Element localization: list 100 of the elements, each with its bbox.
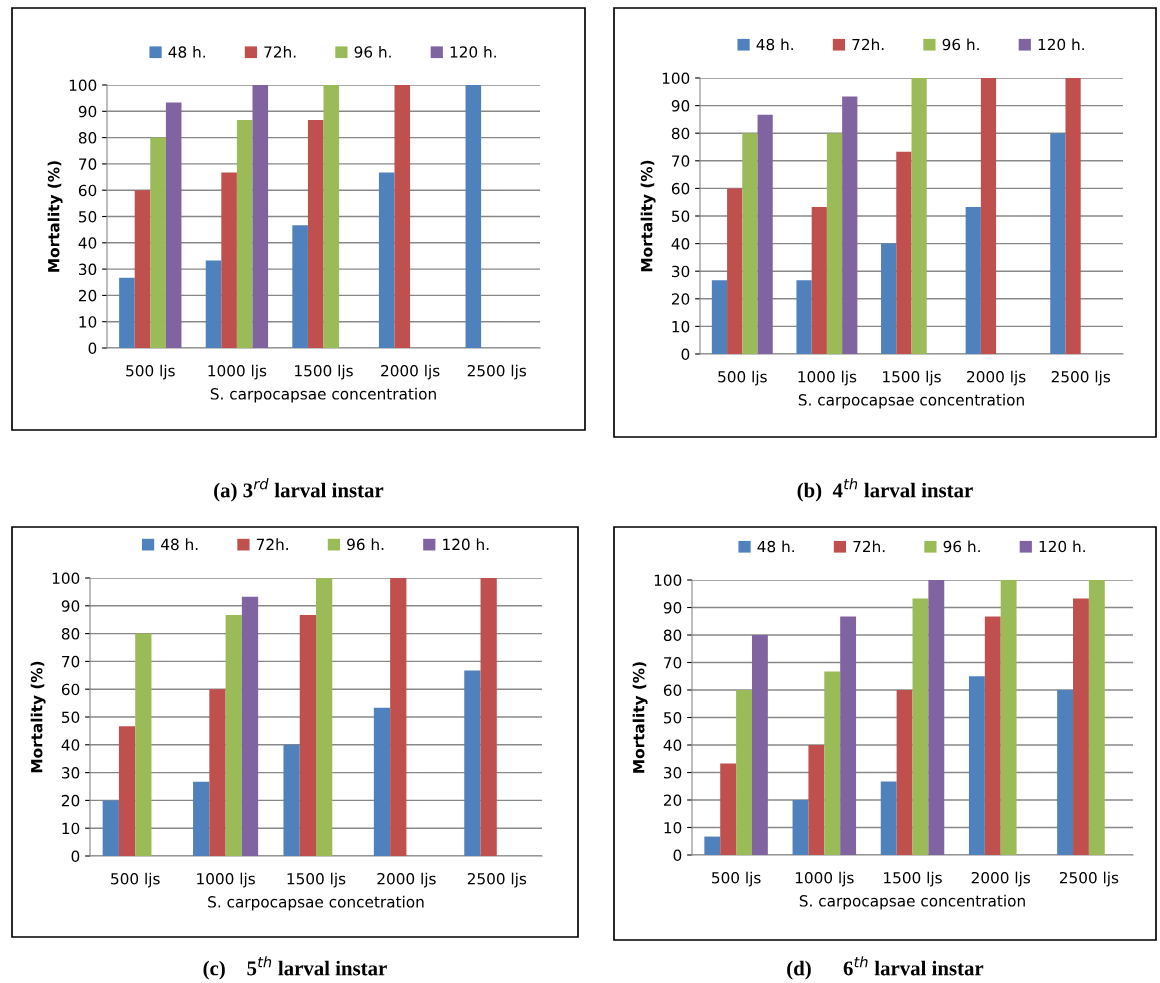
x-tick-label: 1000 ljs: [208, 364, 267, 380]
bar: [792, 800, 809, 855]
y-tick-label: 70: [79, 158, 97, 170]
y-tick-label: 100: [662, 72, 690, 85]
y-tick-label: 50: [672, 210, 690, 223]
y-tick-label: 90: [663, 601, 682, 614]
bar: [323, 85, 340, 348]
y-axis-title: Mortality (%): [47, 161, 63, 272]
y-tick-label: 80: [78, 132, 97, 144]
bar: [727, 188, 743, 354]
bar: [394, 85, 411, 348]
legend-label: 96 h.: [942, 38, 979, 51]
legend-label: 72h.: [852, 38, 884, 51]
x-tick-label: 1000 ljs: [795, 871, 854, 887]
bar: [824, 671, 841, 855]
legend-label: 120 h.: [1039, 540, 1085, 553]
x-tick-label: 2500 ljs: [467, 872, 527, 888]
y-tick-label: 70: [672, 155, 690, 167]
y-tick-label: 80: [663, 629, 682, 642]
text: (b) 4$^{th}$ larval instar: [797, 478, 973, 502]
y-tick-label: 70: [62, 655, 80, 668]
x-tick-label: 2000 ljs: [971, 871, 1031, 887]
y-tick-label: 40: [78, 237, 97, 249]
legend-label: 72h.: [264, 45, 296, 58]
text: (a) 3$^{rd}$ larval instar: [214, 478, 384, 502]
x-axis-title: S. carpocapsae concentration: [798, 393, 1024, 409]
bar: [928, 580, 945, 855]
bar: [1050, 133, 1066, 354]
x-tick-label: 2500 ljs: [1051, 370, 1111, 386]
bar: [720, 763, 737, 855]
bar: [205, 260, 222, 348]
bar: [465, 85, 482, 348]
bar: [252, 85, 269, 348]
text: (c) 5$^{th}$ larval instar: [203, 956, 387, 980]
bar: [711, 280, 728, 354]
y-tick-label: 30: [664, 766, 682, 779]
x-tick-label: 1000 ljs: [798, 370, 857, 386]
x-axis-title: S. carpocapsae concetration: [208, 895, 424, 911]
legend-label: 96 h.: [354, 45, 391, 58]
bar: [119, 277, 135, 348]
x-tick-label: 1500 ljs: [884, 871, 942, 887]
y-tick-label: 30: [672, 265, 690, 278]
bar: [796, 280, 812, 354]
x-tick-label: 2500 ljs: [467, 364, 527, 380]
bar: [742, 133, 758, 354]
bar: [378, 172, 395, 348]
bar: [225, 614, 242, 856]
bar: [842, 96, 858, 354]
bar: [965, 206, 981, 354]
y-tick-label: 10: [672, 320, 690, 333]
bar: [840, 616, 857, 855]
y-tick-label: 80: [61, 628, 80, 640]
legend-label: 48 h.: [757, 540, 794, 553]
y-tick-label: 30: [79, 263, 97, 276]
bar: [881, 243, 897, 354]
x-tick-label: 500 ljs: [111, 872, 160, 888]
y-tick-label: 50: [62, 711, 80, 724]
bar: [980, 78, 997, 354]
y-tick-label: 40: [61, 739, 80, 751]
bar: [811, 206, 827, 354]
bar: [241, 596, 259, 856]
y-tick-label: 60: [671, 182, 690, 195]
y-tick-label: 10: [664, 821, 682, 834]
bar: [880, 781, 897, 855]
y-tick-label: 50: [664, 711, 682, 724]
bar: [118, 726, 136, 856]
bar: [292, 225, 308, 348]
bar: [896, 151, 912, 354]
y-tick-label: 10: [79, 316, 97, 328]
bar: [135, 633, 152, 856]
bar: [808, 745, 825, 855]
bar: [1065, 78, 1081, 354]
y-tick-label: 60: [78, 184, 97, 197]
x-tick-label: 1000 ljs: [197, 872, 255, 888]
bar: [221, 172, 237, 348]
x-axis-title: S. carpocapsae concentration: [799, 894, 1025, 910]
x-tick-label: 2000 ljs: [967, 370, 1026, 386]
bar: [911, 78, 927, 354]
bar: [307, 119, 324, 348]
bar: [1088, 580, 1105, 855]
y-tick-label: 20: [663, 794, 682, 807]
bar: [1073, 598, 1089, 855]
y-tick-label: 0: [673, 849, 682, 862]
legend-label: 120 h.: [443, 538, 489, 551]
x-tick-label: 1500 ljs: [287, 872, 346, 888]
y-tick-label: 20: [61, 794, 80, 807]
bar: [912, 598, 929, 855]
x-tick-label: 2000 ljs: [381, 364, 440, 380]
y-tick-label: 90: [78, 105, 97, 118]
bar: [134, 190, 151, 348]
x-tick-label: 1500 ljs: [883, 370, 941, 386]
bar: [373, 707, 391, 856]
bar: [283, 744, 300, 856]
bar: [150, 137, 166, 348]
x-tick-label: 2000 ljs: [377, 872, 436, 888]
legend-label: 96 h.: [943, 540, 980, 553]
y-axis-title: Mortality (%): [632, 662, 648, 773]
bar: [1000, 580, 1017, 855]
y-tick-label: 100: [654, 574, 682, 587]
y-tick-label: 80: [671, 127, 690, 140]
